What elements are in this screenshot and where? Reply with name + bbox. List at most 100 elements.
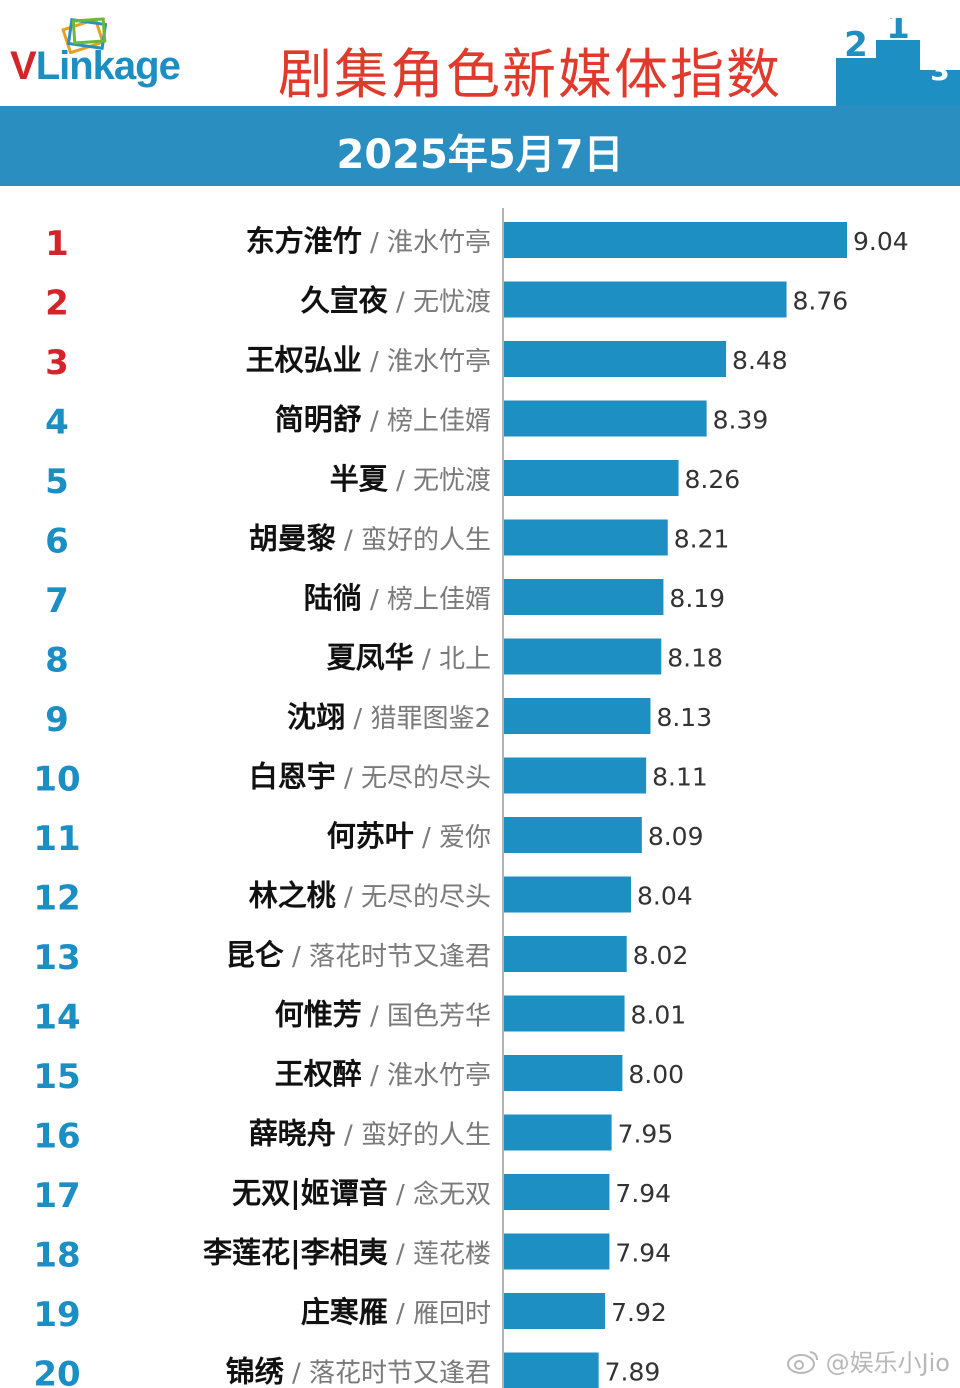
drama-name: / 榜上佳婿 <box>362 585 491 615</box>
drama-name: / 蛮好的人生 <box>336 1121 491 1151</box>
value-label: 9.04 <box>853 227 909 256</box>
svg-text:2: 2 <box>844 25 868 65</box>
drama-name: / 淮水竹亭 <box>362 347 491 377</box>
bar <box>504 936 627 972</box>
bar-row: 10 白恩宇 / 无尽的尽头 8.11 <box>33 757 708 800</box>
bar-row: 17 无双|姬谭音 / 念无双 7.94 <box>33 1174 671 1216</box>
character-name: 林之桃 <box>249 879 336 913</box>
bar-row: 12 林之桃 / 无尽的尽头 8.04 <box>33 876 693 919</box>
rank-label: 1 <box>45 224 69 264</box>
category-label: 夏凤华 / 北上 <box>327 641 491 675</box>
character-name: 白恩宇 <box>249 760 336 794</box>
drama-name: / 落花时节又逢君 <box>284 942 491 972</box>
value-label: 8.04 <box>637 882 693 911</box>
rank-label: 16 <box>33 1117 80 1157</box>
page-title: 剧集角色新媒体指数 <box>278 43 782 106</box>
character-name: 沈翊 <box>287 700 345 734</box>
rank-label: 15 <box>33 1057 80 1097</box>
value-label: 8.26 <box>685 465 741 494</box>
podium-icon: 2 1 3 <box>836 18 960 106</box>
character-name: 久宣夜 <box>301 284 389 318</box>
drama-name: / 无尽的尽头 <box>336 883 491 913</box>
drama-name: / 落花时节又逢君 <box>284 1359 491 1388</box>
category-label: 林之桃 / 无尽的尽头 <box>249 879 491 913</box>
character-name: 简明舒 <box>275 403 362 437</box>
bar <box>504 400 707 437</box>
category-label: 久宣夜 / 无忧渡 <box>301 284 491 318</box>
bar <box>504 341 727 377</box>
bar-row: 13 昆仑 / 落花时节又逢君 8.02 <box>33 936 688 978</box>
bar <box>504 1174 610 1210</box>
character-name: 庄寒雁 <box>301 1295 388 1329</box>
category-label: 王权弘业 / 淮水竹亭 <box>246 343 491 377</box>
value-label: 8.09 <box>648 822 704 851</box>
bar-row: 4 简明舒 / 榜上佳婿 8.39 <box>45 400 769 443</box>
category-label: 何惟芳 / 国色芳华 <box>275 998 491 1032</box>
logo-text-v: V <box>10 44 37 88</box>
rank-label: 2 <box>45 284 69 324</box>
drama-name: / 猎罪图鉴2 <box>345 704 491 734</box>
drama-name: / 榜上佳婿 <box>362 407 491 437</box>
watermark-text: @娱乐小Jio <box>825 1349 950 1377</box>
value-label: 7.94 <box>615 1239 671 1268</box>
logo-text: VLinkage <box>10 44 181 89</box>
bar-chart: 1 东方淮竹 / 淮水竹亭 9.04 2 久宣夜 / 无忧渡 8.76 3 王权弘业 / 淮水… <box>33 208 909 1388</box>
character-name: 李莲花|李相夷 <box>203 1236 389 1270</box>
rank-label: 11 <box>33 819 80 859</box>
svg-text:3: 3 <box>930 54 949 87</box>
rank-label: 14 <box>33 998 80 1038</box>
category-label: 沈翊 / 猎罪图鉴2 <box>287 700 491 734</box>
bar <box>504 519 668 556</box>
value-label: 7.92 <box>611 1298 667 1327</box>
character-name: 王权弘业 <box>246 343 362 377</box>
character-name: 薛晓舟 <box>249 1117 336 1151</box>
bar <box>504 1352 599 1388</box>
bar <box>504 460 679 496</box>
header: VLinkage 剧集角色新媒体指数 2 1 3 <box>0 0 960 106</box>
bar-row: 5 半夏 / 无忧渡 8.26 <box>45 460 740 502</box>
bar-row: 18 李莲花|李相夷 / 莲花楼 7.94 <box>33 1233 671 1276</box>
value-label: 8.39 <box>713 406 769 435</box>
value-label: 7.95 <box>618 1120 674 1149</box>
bar-row: 19 庄寒雁 / 雁回时 7.92 <box>33 1293 667 1335</box>
bar-row: 14 何惟芳 / 国色芳华 8.01 <box>33 995 686 1038</box>
bar <box>504 995 625 1032</box>
category-label: 薛晓舟 / 蛮好的人生 <box>249 1117 491 1151</box>
rank-label: 6 <box>45 522 69 562</box>
character-name: 锦绣 <box>226 1355 285 1388</box>
character-name: 胡曼黎 <box>249 522 336 556</box>
drama-name: / 爱你 <box>414 823 491 853</box>
value-label: 8.18 <box>667 644 723 673</box>
bar-row: 11 何苏叶 / 爱你 8.09 <box>33 817 703 859</box>
character-name: 夏凤华 <box>327 641 414 675</box>
drama-name: / 淮水竹亭 <box>362 228 491 258</box>
date-banner: 2025年5月7日 <box>0 106 960 186</box>
bar <box>504 222 847 258</box>
character-name: 半夏 <box>330 462 389 496</box>
rank-label: 7 <box>45 581 69 621</box>
vlinkage-logo: VLinkage <box>10 14 210 94</box>
value-label: 7.89 <box>605 1358 661 1387</box>
category-label: 半夏 / 无忧渡 <box>330 462 491 496</box>
character-name: 无双|姬谭音 <box>232 1176 388 1210</box>
bar <box>504 579 664 615</box>
category-label: 昆仑 / 落花时节又逢君 <box>226 938 491 972</box>
value-label: 8.76 <box>793 287 849 316</box>
category-label: 庄寒雁 / 雁回时 <box>301 1295 491 1329</box>
rank-label: 10 <box>33 760 80 800</box>
drama-name: / 淮水竹亭 <box>362 1061 491 1091</box>
category-label: 简明舒 / 榜上佳婿 <box>275 403 491 437</box>
category-label: 白恩宇 / 无尽的尽头 <box>249 760 491 794</box>
bar <box>504 876 632 913</box>
bar <box>504 281 787 318</box>
bar <box>504 698 651 734</box>
bar <box>504 638 662 675</box>
watermark: @娱乐小Jio <box>786 1343 950 1378</box>
rank-label: 17 <box>33 1176 80 1216</box>
bar-row: 1 东方淮竹 / 淮水竹亭 9.04 <box>45 222 909 264</box>
bar-row: 15 王权醉 / 淮水竹亭 8.00 <box>33 1055 684 1097</box>
value-label: 8.19 <box>669 584 725 613</box>
rank-label: 19 <box>33 1295 80 1335</box>
category-label: 锦绣 / 落花时节又逢君 <box>226 1355 491 1388</box>
value-label: 8.11 <box>652 763 708 792</box>
